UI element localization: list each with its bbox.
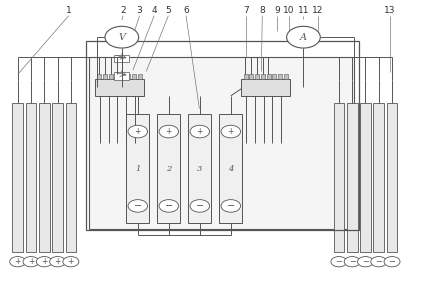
Bar (109, 74, 113, 79)
Bar (219, 114, 242, 223)
Text: −: − (196, 201, 204, 211)
Bar (86, 41, 359, 230)
Text: −: − (227, 201, 235, 211)
Bar (103, 74, 107, 79)
Bar (373, 103, 384, 252)
Circle shape (128, 200, 148, 212)
Text: −: − (389, 257, 396, 266)
Bar (66, 103, 76, 252)
Text: +: + (228, 127, 234, 136)
Bar (272, 74, 276, 79)
Circle shape (221, 200, 241, 212)
Bar (114, 72, 129, 80)
Text: 1: 1 (135, 165, 140, 173)
Text: −: − (362, 257, 369, 266)
Bar (255, 74, 259, 79)
Text: 2: 2 (166, 165, 171, 173)
Text: +: + (28, 257, 34, 266)
Text: −: − (349, 257, 356, 266)
Bar (126, 74, 130, 79)
Bar (244, 74, 248, 79)
Text: +: + (15, 257, 21, 266)
Text: +: + (135, 127, 141, 136)
Bar (52, 103, 63, 252)
Text: −: − (335, 257, 342, 266)
Text: +: + (166, 127, 172, 136)
Text: −: − (134, 201, 142, 211)
Circle shape (105, 26, 139, 48)
Circle shape (344, 257, 360, 267)
Text: 10: 10 (283, 5, 295, 15)
Text: A: A (300, 33, 307, 42)
Text: +: + (68, 257, 74, 266)
Bar (138, 74, 142, 79)
Bar (360, 103, 371, 252)
Circle shape (159, 200, 179, 212)
Bar (89, 57, 354, 229)
Bar (261, 74, 265, 79)
Circle shape (331, 257, 347, 267)
Text: 12: 12 (312, 5, 324, 15)
Text: 11: 11 (298, 5, 309, 15)
Circle shape (384, 257, 400, 267)
Text: 13: 13 (384, 5, 396, 15)
Bar (114, 55, 129, 62)
Bar (188, 114, 211, 223)
Bar (278, 74, 282, 79)
Text: 8: 8 (260, 5, 265, 15)
Bar (132, 74, 136, 79)
Bar (334, 103, 344, 252)
Circle shape (190, 200, 210, 212)
Bar (267, 74, 271, 79)
Text: 4: 4 (152, 5, 157, 15)
Bar (120, 74, 124, 79)
Bar (387, 103, 397, 252)
Text: +: + (54, 257, 61, 266)
Bar (249, 74, 253, 79)
Text: 6: 6 (183, 5, 189, 15)
Bar (26, 103, 36, 252)
Circle shape (63, 257, 79, 267)
Circle shape (190, 125, 210, 138)
Circle shape (10, 257, 26, 267)
Text: 5: 5 (166, 5, 171, 15)
Bar (95, 79, 144, 96)
Text: +: + (41, 257, 47, 266)
Bar (12, 103, 23, 252)
Text: 7: 7 (243, 5, 249, 15)
Circle shape (287, 26, 320, 48)
Circle shape (23, 257, 39, 267)
Bar (39, 103, 50, 252)
Text: −: − (165, 201, 173, 211)
Circle shape (221, 125, 241, 138)
Text: 4: 4 (228, 165, 233, 173)
Text: 1: 1 (66, 5, 71, 15)
Bar (126, 114, 149, 223)
Text: 9: 9 (274, 5, 280, 15)
Text: 3: 3 (197, 165, 202, 173)
Text: V: V (118, 33, 125, 42)
Text: −: − (375, 257, 382, 266)
Bar (347, 103, 358, 252)
Bar (97, 74, 101, 79)
Bar (284, 74, 288, 79)
Text: +: + (197, 127, 203, 136)
Circle shape (159, 125, 179, 138)
Circle shape (371, 257, 387, 267)
Text: 2: 2 (120, 5, 126, 15)
Circle shape (358, 257, 373, 267)
Text: 3: 3 (137, 5, 142, 15)
Circle shape (50, 257, 66, 267)
Bar (157, 114, 180, 223)
Bar (241, 79, 290, 96)
Circle shape (36, 257, 52, 267)
Bar (115, 74, 119, 79)
Circle shape (128, 125, 148, 138)
